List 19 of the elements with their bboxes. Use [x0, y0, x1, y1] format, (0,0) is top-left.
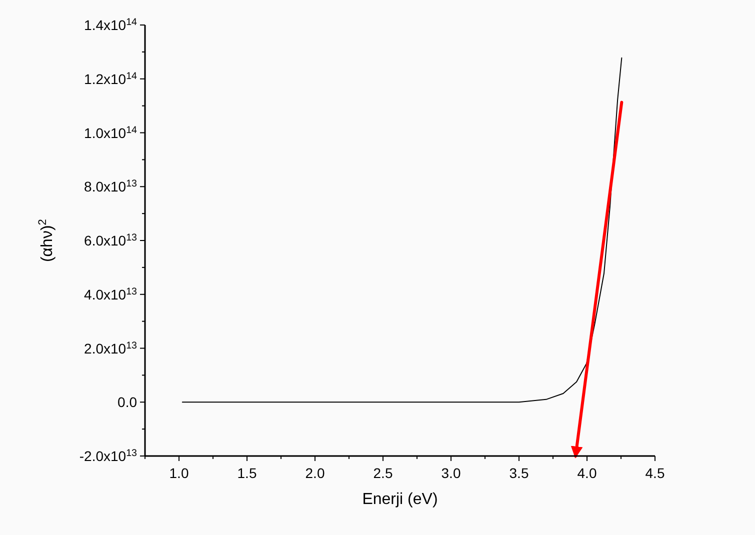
- x-tick-label: 4.0: [577, 465, 597, 481]
- y-tick-label: 4.0x10$^{13}$: [84, 286, 138, 302]
- x-tick-label: 1.0: [169, 465, 189, 481]
- x-tick-label: 3.0: [441, 465, 461, 481]
- x-tick-label: 4.5: [645, 465, 665, 481]
- y-tick-label: 1.2x10$^{14}$: [84, 70, 138, 87]
- x-tick-label: 3.5: [509, 465, 529, 481]
- line-series: [182, 57, 622, 403]
- y-tick-label: 8.0x10$^{13}$: [84, 178, 138, 195]
- y-tick-label: 0.0: [118, 394, 138, 410]
- y-tick-label: 2.0x10$^{13}$: [84, 340, 138, 356]
- x-tick-label: 1.5: [237, 465, 257, 481]
- y-tick-label: -2.0x10$^{13}$: [79, 448, 138, 464]
- y-tick-label: 1.0x10$^{14}$: [84, 124, 138, 141]
- x-tick-label: 2.0: [305, 465, 325, 481]
- y-tick-label: 6.0x10$^{13}$: [84, 232, 138, 248]
- x-tick-label: 2.5: [373, 465, 393, 481]
- y-tick-label: 1.4x10$^{14}$: [84, 16, 138, 33]
- x-axis-title: Enerji (eV): [362, 491, 438, 508]
